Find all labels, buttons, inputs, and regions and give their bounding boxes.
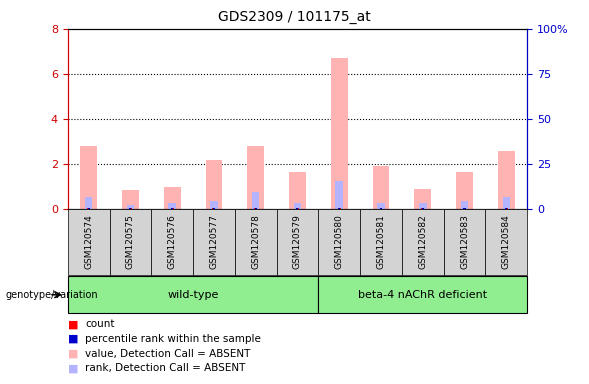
Bar bbox=[85, 197, 92, 209]
Text: GSM120576: GSM120576 bbox=[168, 215, 177, 269]
Bar bbox=[377, 203, 385, 209]
Bar bbox=[421, 208, 424, 209]
Bar bbox=[360, 209, 402, 275]
Text: ■: ■ bbox=[68, 363, 78, 373]
Bar bbox=[318, 209, 360, 275]
Bar bbox=[129, 208, 132, 209]
Text: GSM120580: GSM120580 bbox=[335, 215, 344, 269]
Bar bbox=[318, 276, 527, 313]
Text: beta-4 nAChR deficient: beta-4 nAChR deficient bbox=[358, 290, 487, 300]
Bar bbox=[336, 181, 343, 209]
Text: value, Detection Call = ABSENT: value, Detection Call = ABSENT bbox=[85, 349, 251, 359]
Bar bbox=[171, 208, 174, 209]
Bar bbox=[444, 209, 485, 275]
Text: ■: ■ bbox=[68, 334, 78, 344]
Bar bbox=[87, 208, 90, 209]
Bar bbox=[463, 208, 466, 209]
Text: ■: ■ bbox=[68, 349, 78, 359]
Text: ■: ■ bbox=[68, 319, 78, 329]
Bar bbox=[68, 276, 318, 313]
Bar bbox=[210, 201, 218, 209]
Bar bbox=[331, 58, 348, 209]
Bar bbox=[419, 203, 426, 209]
Bar bbox=[379, 208, 382, 209]
Bar bbox=[502, 197, 510, 209]
Bar bbox=[402, 209, 444, 275]
Bar bbox=[289, 172, 306, 209]
Bar bbox=[294, 203, 301, 209]
Text: count: count bbox=[85, 319, 115, 329]
Bar bbox=[373, 166, 389, 209]
Text: GSM120584: GSM120584 bbox=[502, 215, 511, 269]
Bar bbox=[415, 189, 431, 209]
Text: rank, Detection Call = ABSENT: rank, Detection Call = ABSENT bbox=[85, 363, 246, 373]
Bar bbox=[456, 172, 473, 209]
Text: GSM120577: GSM120577 bbox=[210, 215, 219, 269]
Bar bbox=[296, 208, 299, 209]
Bar bbox=[505, 208, 508, 209]
Bar bbox=[151, 209, 193, 275]
Text: GSM120578: GSM120578 bbox=[251, 215, 260, 269]
Text: GSM120582: GSM120582 bbox=[418, 215, 427, 269]
Bar bbox=[247, 146, 264, 209]
Bar bbox=[485, 209, 527, 275]
Text: GDS2309 / 101175_at: GDS2309 / 101175_at bbox=[218, 10, 371, 23]
Bar bbox=[461, 201, 468, 209]
Text: percentile rank within the sample: percentile rank within the sample bbox=[85, 334, 262, 344]
Bar bbox=[213, 208, 216, 209]
Bar bbox=[193, 209, 235, 275]
Bar bbox=[127, 205, 134, 209]
Text: wild-type: wild-type bbox=[167, 290, 219, 300]
Bar bbox=[206, 160, 222, 209]
Bar bbox=[164, 187, 180, 209]
Bar bbox=[254, 208, 257, 209]
Text: GSM120574: GSM120574 bbox=[84, 215, 93, 269]
Bar bbox=[80, 146, 97, 209]
Bar bbox=[235, 209, 277, 275]
Text: GSM120579: GSM120579 bbox=[293, 215, 302, 269]
Text: GSM120575: GSM120575 bbox=[126, 215, 135, 269]
Bar bbox=[122, 190, 139, 209]
Bar bbox=[337, 208, 340, 209]
Text: genotype/variation: genotype/variation bbox=[6, 290, 98, 300]
Bar bbox=[110, 209, 151, 275]
Bar bbox=[68, 209, 110, 275]
Text: GSM120583: GSM120583 bbox=[460, 215, 469, 269]
Bar bbox=[277, 209, 318, 275]
Bar bbox=[252, 192, 259, 209]
Bar bbox=[498, 151, 515, 209]
Text: GSM120581: GSM120581 bbox=[376, 215, 385, 269]
Bar bbox=[168, 203, 176, 209]
